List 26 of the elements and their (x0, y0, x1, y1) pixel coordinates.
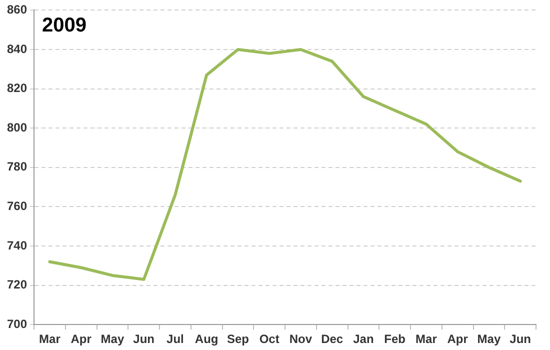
y-tick-label: 860 (6, 2, 28, 17)
y-tick-label: 800 (6, 120, 28, 134)
x-tick-label: Dec (321, 332, 344, 346)
x-tick-label: Jul (166, 332, 184, 346)
x-tick-label: May (100, 332, 124, 346)
x-tick-label: Sep (226, 332, 249, 346)
y-tick-label: 760 (6, 199, 28, 214)
y-tick-label: 700 (6, 316, 28, 331)
x-tick-label: Nov (289, 332, 312, 346)
y-tick-label: 740 (6, 238, 28, 252)
x-tick-label: Jan (353, 332, 374, 346)
x-tick-label: Oct (259, 332, 280, 346)
x-tick-label: Apr (447, 332, 468, 346)
x-tick-label: Jun (133, 332, 154, 346)
x-tick-label: Apr (70, 332, 92, 346)
x-tick-label: Aug (194, 332, 218, 346)
chart-title: 2009 (42, 14, 87, 37)
y-tick-label: 720 (6, 278, 28, 292)
y-tick-label: 780 (6, 160, 28, 174)
y-tick-label: 840 (6, 42, 28, 56)
x-tick-label: Mar (416, 332, 438, 346)
y-tick-label: 820 (6, 81, 28, 96)
x-tick-label: Jun (510, 332, 531, 346)
x-tick-label: May (477, 332, 501, 346)
x-tick-label: Mar (39, 332, 61, 346)
x-tick-label: Feb (384, 332, 406, 346)
